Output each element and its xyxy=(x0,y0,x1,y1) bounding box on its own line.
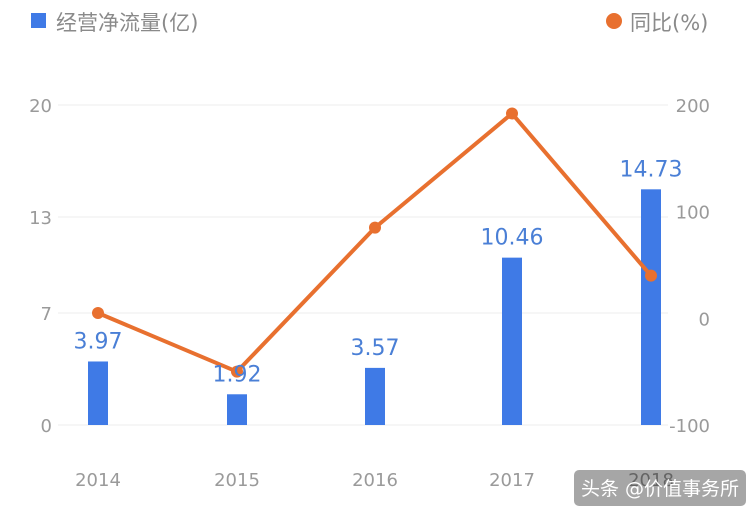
y-right-tick-label: 100 xyxy=(676,203,710,224)
right-axis: -100 0 100 200 xyxy=(669,96,710,437)
bar xyxy=(227,394,247,425)
y-left-tick-label: 7 xyxy=(41,304,52,325)
y-left-tick-label: 0 xyxy=(41,416,52,437)
legend-bar-label: 经营净流量(亿) xyxy=(56,11,198,35)
line-point xyxy=(369,221,381,234)
x-axis: 2014 2015 2016 2017 2018 xyxy=(75,470,674,491)
legend-bar-swatch xyxy=(31,13,46,28)
bar-value-label: 3.57 xyxy=(351,336,400,361)
x-tick-label: 2018 xyxy=(628,470,674,491)
bar-labels: 3.97 1.92 3.57 10.46 14.73 xyxy=(74,157,683,387)
line-point xyxy=(92,307,104,319)
bar-series xyxy=(88,189,661,425)
line-point xyxy=(645,269,657,282)
y-right-tick-label: 200 xyxy=(676,96,710,117)
bar xyxy=(641,189,661,425)
line-series xyxy=(92,107,657,378)
watermark-background xyxy=(574,470,746,506)
gridlines xyxy=(58,104,668,426)
x-tick-label: 2017 xyxy=(489,470,535,491)
legend-line-swatch xyxy=(606,13,622,29)
line-point xyxy=(506,107,518,120)
bar-value-label: 1.92 xyxy=(213,362,262,387)
y-right-tick-label: 0 xyxy=(699,309,710,330)
bar xyxy=(88,361,108,425)
legend-line-label: 同比(%) xyxy=(630,11,708,35)
bar xyxy=(365,367,385,425)
y-right-tick-label: -100 xyxy=(669,416,710,437)
line-path xyxy=(96,111,653,374)
watermark-text: 头条 @价值事务所 xyxy=(581,478,739,500)
line-point xyxy=(231,365,243,378)
left-axis: 0 7 13 20 xyxy=(29,96,52,437)
bar xyxy=(502,257,522,425)
y-left-tick-label: 13 xyxy=(29,208,52,229)
bar-value-label: 10.46 xyxy=(481,226,544,251)
y-left-tick-label: 20 xyxy=(29,96,52,117)
bar-value-label: 14.73 xyxy=(620,157,683,182)
bar-value-label: 3.97 xyxy=(74,329,123,354)
x-tick-label: 2014 xyxy=(75,470,121,491)
x-tick-label: 2015 xyxy=(214,470,260,491)
x-tick-label: 2016 xyxy=(352,470,398,491)
